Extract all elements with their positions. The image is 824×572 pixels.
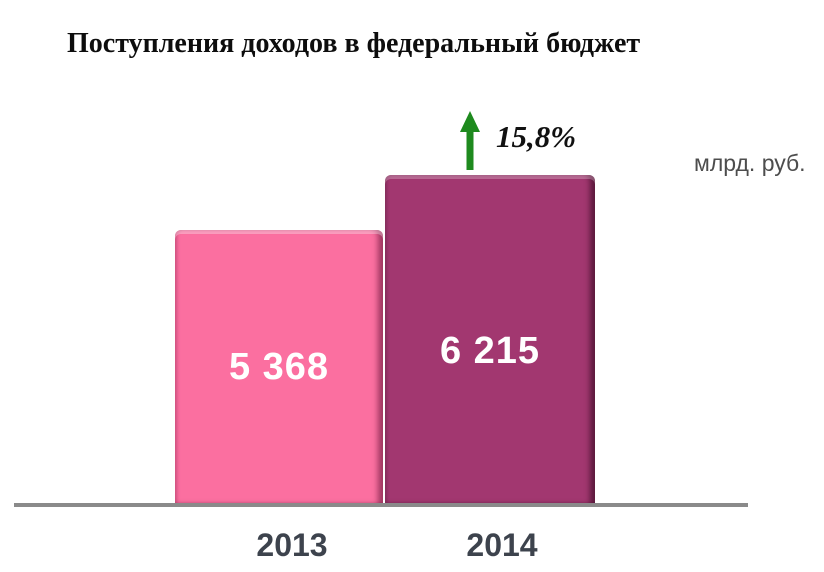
- x-tick-2013: 2013: [256, 527, 328, 563]
- chart-title: Поступления доходов в федеральный бюджет: [67, 28, 641, 59]
- x-axis-line: [14, 503, 748, 507]
- up-arrow-shape: [460, 111, 480, 170]
- bar-2014-value-label: 6 215: [439, 330, 541, 372]
- bar-2013-value-label: 5 368: [228, 346, 330, 388]
- up-arrow-icon: [460, 111, 480, 170]
- bar-2014: 6 215: [385, 175, 595, 503]
- unit-label: млрд. руб.: [694, 150, 806, 176]
- growth-percent-label: 15,8%: [496, 119, 577, 154]
- x-tick-2014: 2014: [466, 527, 538, 563]
- bar-2013: 5 368: [175, 230, 383, 503]
